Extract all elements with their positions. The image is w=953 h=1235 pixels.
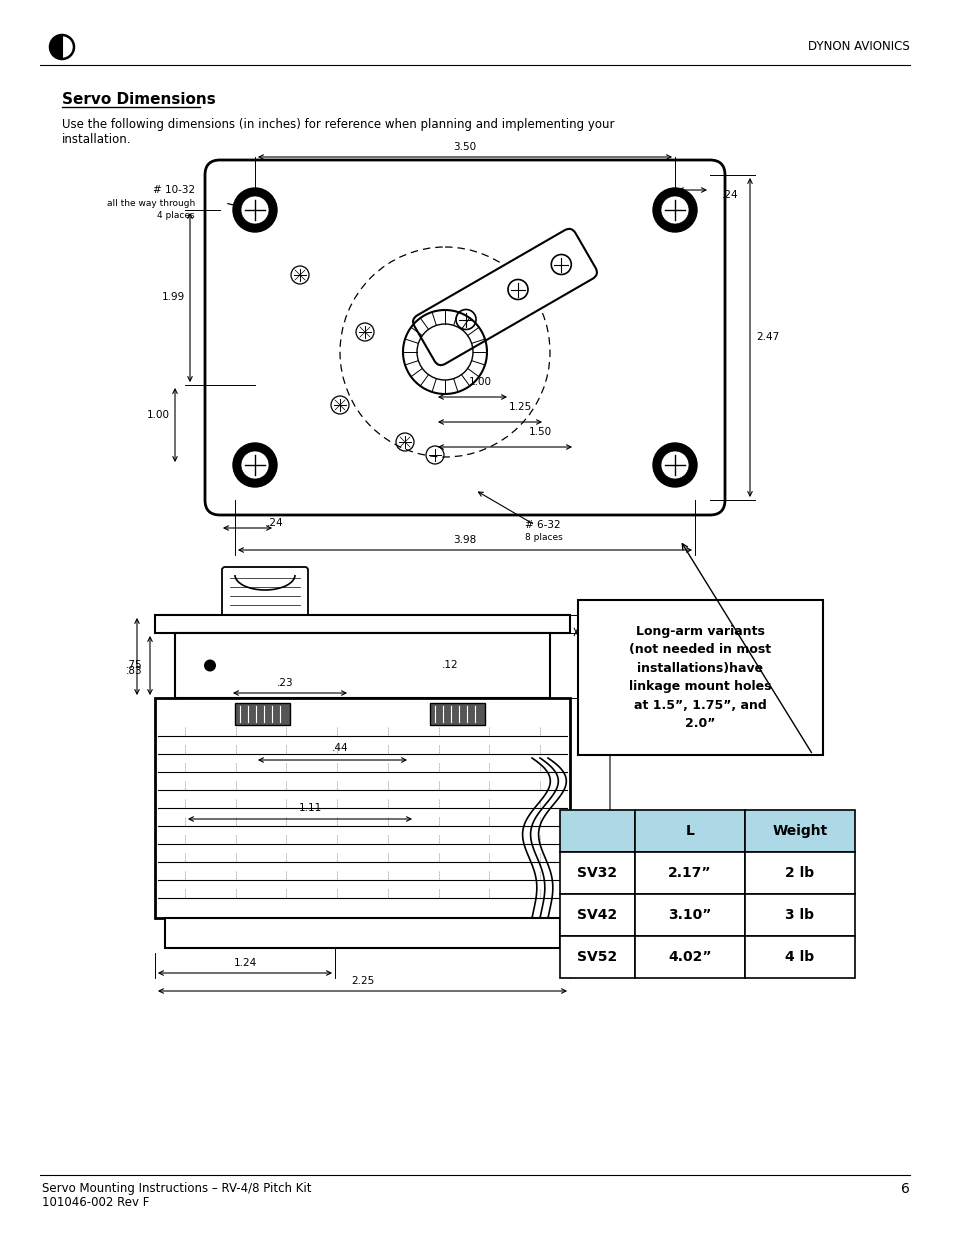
Text: 2 lb: 2 lb	[784, 866, 814, 881]
Wedge shape	[50, 35, 62, 59]
Text: SV52: SV52	[577, 950, 617, 965]
Text: 4 lb: 4 lb	[784, 950, 814, 965]
Bar	[234, 703, 290, 725]
Bar	[559, 852, 635, 894]
Text: 1.00: 1.00	[468, 377, 491, 387]
Bar	[165, 918, 559, 948]
Text: SV32: SV32	[577, 866, 617, 881]
Bar	[744, 852, 854, 894]
Bar	[635, 810, 744, 852]
Text: 2.47: 2.47	[755, 332, 779, 342]
Bar	[430, 703, 484, 725]
Bar	[744, 810, 854, 852]
Text: Use the following dimensions (in inches) for reference when planning and impleme: Use the following dimensions (in inches)…	[62, 119, 614, 131]
Circle shape	[241, 196, 269, 224]
Text: # 6-32: # 6-32	[524, 520, 560, 530]
Bar	[744, 936, 854, 978]
Text: .23: .23	[276, 678, 293, 688]
Bar	[635, 894, 744, 936]
Circle shape	[660, 196, 688, 224]
Text: Weight: Weight	[772, 824, 827, 839]
Text: installation.: installation.	[62, 133, 132, 146]
Text: 8 places: 8 places	[524, 534, 562, 542]
Text: 4.02”: 4.02”	[667, 950, 711, 965]
Bar	[635, 852, 744, 894]
Bar	[559, 936, 635, 978]
Text: # 10-32: # 10-32	[152, 185, 194, 195]
Text: 4 places: 4 places	[157, 211, 194, 221]
Circle shape	[652, 443, 697, 487]
Text: 2.17”: 2.17”	[667, 866, 711, 881]
Text: 1.24: 1.24	[233, 958, 256, 968]
Text: 6: 6	[901, 1182, 909, 1195]
Bar	[559, 810, 635, 852]
Text: 3.10”: 3.10”	[668, 908, 711, 923]
Bar	[559, 894, 635, 936]
Bar	[744, 894, 854, 936]
Circle shape	[241, 451, 269, 479]
Circle shape	[233, 188, 276, 232]
Text: .75: .75	[126, 661, 143, 671]
Bar	[174, 634, 550, 698]
FancyBboxPatch shape	[222, 567, 308, 618]
Bar	[154, 698, 569, 918]
FancyBboxPatch shape	[205, 161, 724, 515]
Text: Servo Mounting Instructions – RV-4/8 Pitch Kit: Servo Mounting Instructions – RV-4/8 Pit…	[42, 1182, 312, 1195]
Text: 1.25: 1.25	[508, 403, 531, 412]
Text: Long-arm variants
(not needed in most
installations)have
linkage mount holes
at : Long-arm variants (not needed in most in…	[629, 625, 771, 730]
Text: .12: .12	[441, 661, 458, 671]
Text: 1.99: 1.99	[162, 291, 185, 303]
Text: L: L	[616, 816, 622, 830]
Text: 3.98: 3.98	[453, 535, 476, 545]
Bar	[154, 615, 569, 634]
Text: all the way through: all the way through	[107, 199, 194, 207]
Text: .83: .83	[126, 667, 143, 677]
Text: DYNON AVIONICS: DYNON AVIONICS	[807, 40, 909, 53]
Text: .12: .12	[579, 619, 596, 629]
Bar	[578, 600, 822, 755]
Text: 1.11: 1.11	[298, 803, 321, 813]
Text: 2.25: 2.25	[351, 976, 374, 986]
Text: Ø 1.63: Ø 1.63	[504, 266, 539, 275]
Text: .24: .24	[721, 190, 738, 200]
Text: .44: .44	[332, 743, 348, 753]
Bar	[635, 936, 744, 978]
Text: L: L	[685, 824, 694, 839]
Text: SV42: SV42	[577, 908, 617, 923]
Circle shape	[233, 443, 276, 487]
Text: 3.50: 3.50	[453, 142, 476, 152]
Text: .24: .24	[267, 517, 283, 529]
Circle shape	[660, 451, 688, 479]
Circle shape	[204, 659, 215, 672]
FancyBboxPatch shape	[413, 228, 597, 366]
Text: Servo Dimensions: Servo Dimensions	[62, 91, 215, 107]
Text: 1.00: 1.00	[147, 410, 170, 420]
Text: 1.2: 1.2	[590, 619, 607, 629]
Text: 101046-002 Rev F: 101046-002 Rev F	[42, 1195, 150, 1209]
Text: 3 lb: 3 lb	[784, 908, 814, 923]
Circle shape	[652, 188, 697, 232]
Text: 1.50: 1.50	[528, 427, 551, 437]
